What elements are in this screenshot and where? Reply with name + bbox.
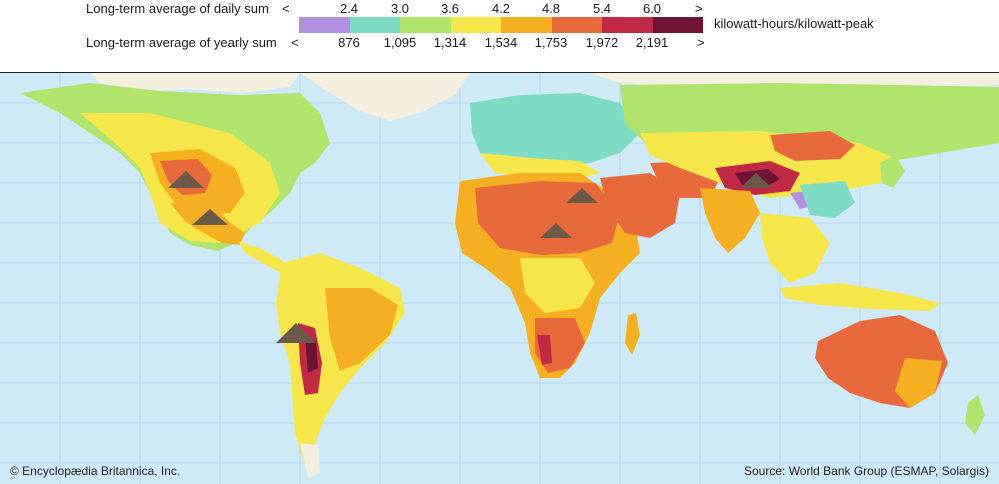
yearly-tick: 1,753: [534, 35, 568, 50]
japan-shape: [880, 155, 905, 188]
color-swatch: [400, 17, 451, 33]
arabia-shape: [600, 173, 680, 238]
yearly-sum-label: Long-term average of yearly sum: [86, 35, 277, 50]
pyramid-icon: [276, 323, 316, 343]
color-scale: [299, 17, 703, 33]
atacama-shape: [305, 338, 318, 373]
color-swatch: [349, 17, 400, 33]
daily-tick: 5.4: [592, 1, 612, 16]
namib-shape: [537, 335, 552, 365]
pyramid-markers: [168, 171, 772, 343]
color-swatch: [450, 17, 501, 33]
yearly-tick: 1,534: [484, 35, 518, 50]
yearly-tick: 1,095: [383, 35, 417, 50]
pyramid-icon: [540, 223, 572, 238]
daily-sum-label: Long-term average of daily sum: [86, 1, 269, 16]
greenland-shape: [300, 73, 470, 121]
yearly-tick: 876: [338, 35, 360, 50]
arctic-canada-shape: [90, 73, 300, 93]
daily-tick: 3.0: [390, 1, 410, 16]
yearly-less-symbol: <: [291, 35, 299, 50]
pyramid-icon: [740, 173, 772, 188]
europe-shape: [470, 93, 640, 169]
south-china-shape: [800, 181, 855, 218]
pyramid-icon: [566, 188, 598, 203]
south-america-east-shape: [325, 288, 398, 371]
australia-coast-shape: [895, 358, 942, 408]
yearly-greater-symbol: >: [697, 35, 705, 50]
daily-less-symbol: <: [282, 1, 290, 16]
unit-label: kilowatt-hours/kilowatt-peak: [714, 16, 874, 31]
daily-tick: 3.6: [440, 1, 460, 16]
mongolia-shape: [770, 131, 855, 161]
source-credit: Source: World Bank Group (ESMAP, Solargi…: [744, 464, 989, 478]
pyramid-icon: [168, 171, 204, 188]
yearly-tick: 1,314: [433, 35, 467, 50]
patagonia-shape: [300, 443, 320, 478]
indonesia-shape: [780, 283, 940, 311]
yearly-tick: 1,972: [585, 35, 619, 50]
pyramid-icon: [192, 209, 228, 225]
color-swatch: [299, 17, 350, 33]
daily-tick: 6.0: [642, 1, 662, 16]
daily-tick: 4.8: [541, 1, 561, 16]
color-swatch: [602, 17, 653, 33]
central-africa-shape: [520, 258, 595, 313]
legend: Long-term average of daily sum < > 2.4 3…: [0, 0, 999, 72]
color-swatch: [501, 17, 552, 33]
madagascar-shape: [625, 313, 640, 355]
sahara-shape: [475, 181, 620, 255]
southeast-asia-shape: [760, 213, 830, 283]
central-america-shape: [238, 241, 295, 275]
daily-tick: 4.2: [491, 1, 511, 16]
daily-tick: 2.4: [339, 1, 359, 16]
world-map: © Encyclopædia Britannica, Inc. Source: …: [0, 72, 999, 484]
new-zealand-shape: [965, 395, 985, 435]
daily-greater-symbol: >: [695, 1, 703, 16]
map-svg: [0, 73, 999, 484]
copyright-credit: © Encyclopædia Britannica, Inc.: [10, 464, 181, 478]
color-swatch: [652, 17, 703, 33]
india-shape: [700, 188, 760, 253]
yearly-tick: 2,191: [635, 35, 669, 50]
color-swatch: [551, 17, 602, 33]
